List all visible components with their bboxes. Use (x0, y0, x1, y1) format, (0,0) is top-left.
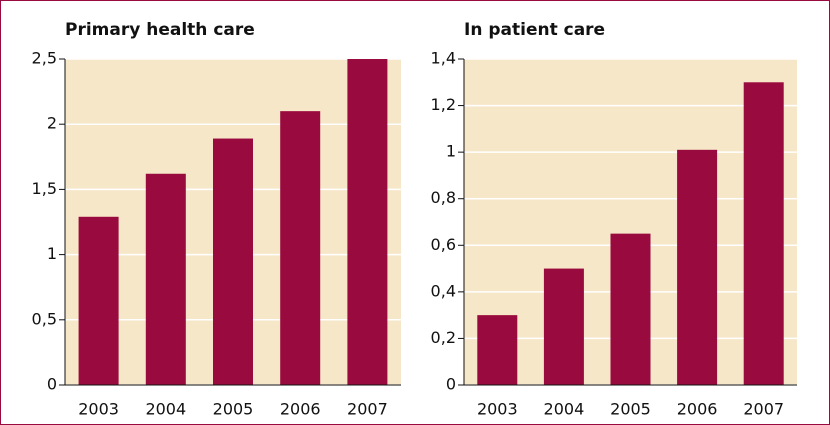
bar (677, 149, 718, 385)
y-tick-label: 0 (47, 375, 57, 394)
y-tick-label: 0,2 (431, 328, 456, 347)
y-tick-label: 0,5 (32, 309, 57, 328)
bar (543, 268, 584, 385)
y-tick-label: 2,5 (32, 49, 57, 68)
y-tick-label: 1,2 (431, 95, 456, 114)
y-tick-label: 1,4 (431, 49, 456, 68)
y-tick-label: 1 (446, 142, 456, 161)
x-tick-label: 2006 (677, 400, 718, 419)
y-tick-label: 1,5 (32, 179, 57, 198)
x-tick-label: 2004 (544, 400, 585, 419)
x-tick-label: 2003 (477, 400, 518, 419)
x-tick-label: 2003 (78, 400, 119, 419)
x-tick-label: 2007 (743, 400, 784, 419)
y-tick-label: 2 (47, 114, 57, 133)
y-tick-label: 0,8 (431, 188, 456, 207)
y-tick-label: 0,4 (431, 281, 456, 300)
bar (280, 111, 321, 385)
chart-title: Primary health care (65, 20, 255, 40)
bar (743, 82, 784, 386)
bar (78, 216, 119, 385)
x-tick-label: 2005 (213, 400, 254, 419)
bar (213, 138, 253, 385)
x-tick-label: 2006 (280, 400, 321, 419)
y-tick-label: 0,6 (431, 235, 456, 254)
bar (477, 315, 518, 385)
y-tick-label: 0 (446, 375, 456, 394)
x-tick-label: 2007 (347, 400, 388, 419)
chart-title: In patient care (464, 20, 605, 40)
x-tick-label: 2004 (145, 400, 186, 419)
x-tick-label: 2005 (610, 400, 651, 419)
bar (145, 173, 186, 385)
y-tick-label: 1 (47, 244, 57, 263)
bar (347, 59, 388, 385)
bar (610, 233, 651, 385)
